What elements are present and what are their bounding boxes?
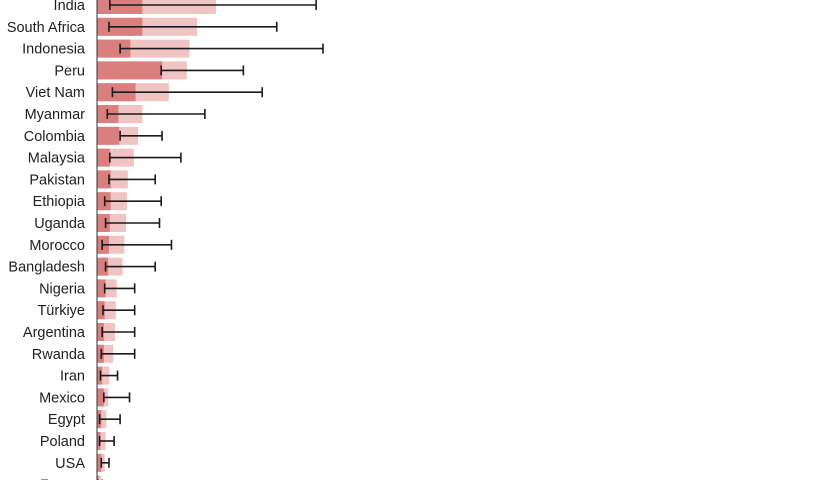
bar-subset [97,39,131,58]
category-label: Poland [40,434,85,450]
bar-subset [97,148,110,167]
error-bar [103,392,131,403]
bar-subset [97,61,163,80]
bar-subset [97,432,101,450]
error-bar [98,436,115,446]
bar-subset [97,257,109,276]
category-label: Türkiye [37,303,85,319]
category-label: South Africa [7,20,86,36]
error-bar [109,0,317,10]
error-bar [108,174,157,185]
bar-subset [97,344,104,363]
error-bar [103,283,136,294]
category-label: Bangladesh [8,260,85,276]
error-bar [111,87,264,98]
bar-subset [97,0,143,14]
error-bar [104,218,161,228]
category-label: France [40,478,85,480]
category-label: Myanmar [25,107,86,123]
bar-subset [97,214,110,232]
category-label: Malaysia [28,151,86,167]
error-bar [103,196,162,207]
bar-subset [97,126,120,145]
category-label: Peru [54,63,85,79]
bar-subset [97,301,105,320]
category-label: India [54,0,86,14]
bar-subset [97,475,99,480]
error-bar [101,239,173,250]
category-label: Pakistan [29,172,85,188]
category-label: Ethiopia [33,194,86,210]
error-bar [101,327,136,337]
category-label: Uganda [34,216,86,232]
error-bar [119,43,324,54]
category-label: Egypt [48,412,85,428]
bar-subset [97,279,106,298]
error-bar [99,370,119,381]
error-bar [98,414,121,425]
error-bar [106,109,206,119]
bar-subset [97,192,111,211]
error-bars [97,0,324,480]
category-labels: India South Africa Indonesia Peru Viet Nam My… [7,0,86,480]
bar-subset [97,323,104,341]
category-label: Nigeria [39,281,86,297]
bar-subset [97,366,103,385]
error-bar [104,261,157,272]
category-label: Indonesia [22,42,86,58]
error-bar [100,348,136,359]
category-label: Argentina [23,325,86,341]
category-label: Mexico [39,390,85,406]
category-label: Colombia [24,129,86,145]
error-bar [160,65,245,76]
error-bar [109,152,182,163]
error-bar [102,305,136,316]
bar-subset [97,453,102,472]
bar-subset [97,170,111,189]
error-bar [119,130,163,141]
category-label: Iran [60,369,85,385]
category-label: Viet Nam [26,85,85,101]
category-label: Morocco [29,238,85,254]
subset-bars [97,0,163,480]
error-bar [100,457,110,468]
bar-total [97,475,102,480]
category-label: Rwanda [32,347,86,363]
error-bar [108,21,278,32]
category-label: USA [55,456,85,472]
bar-subset [97,388,104,407]
